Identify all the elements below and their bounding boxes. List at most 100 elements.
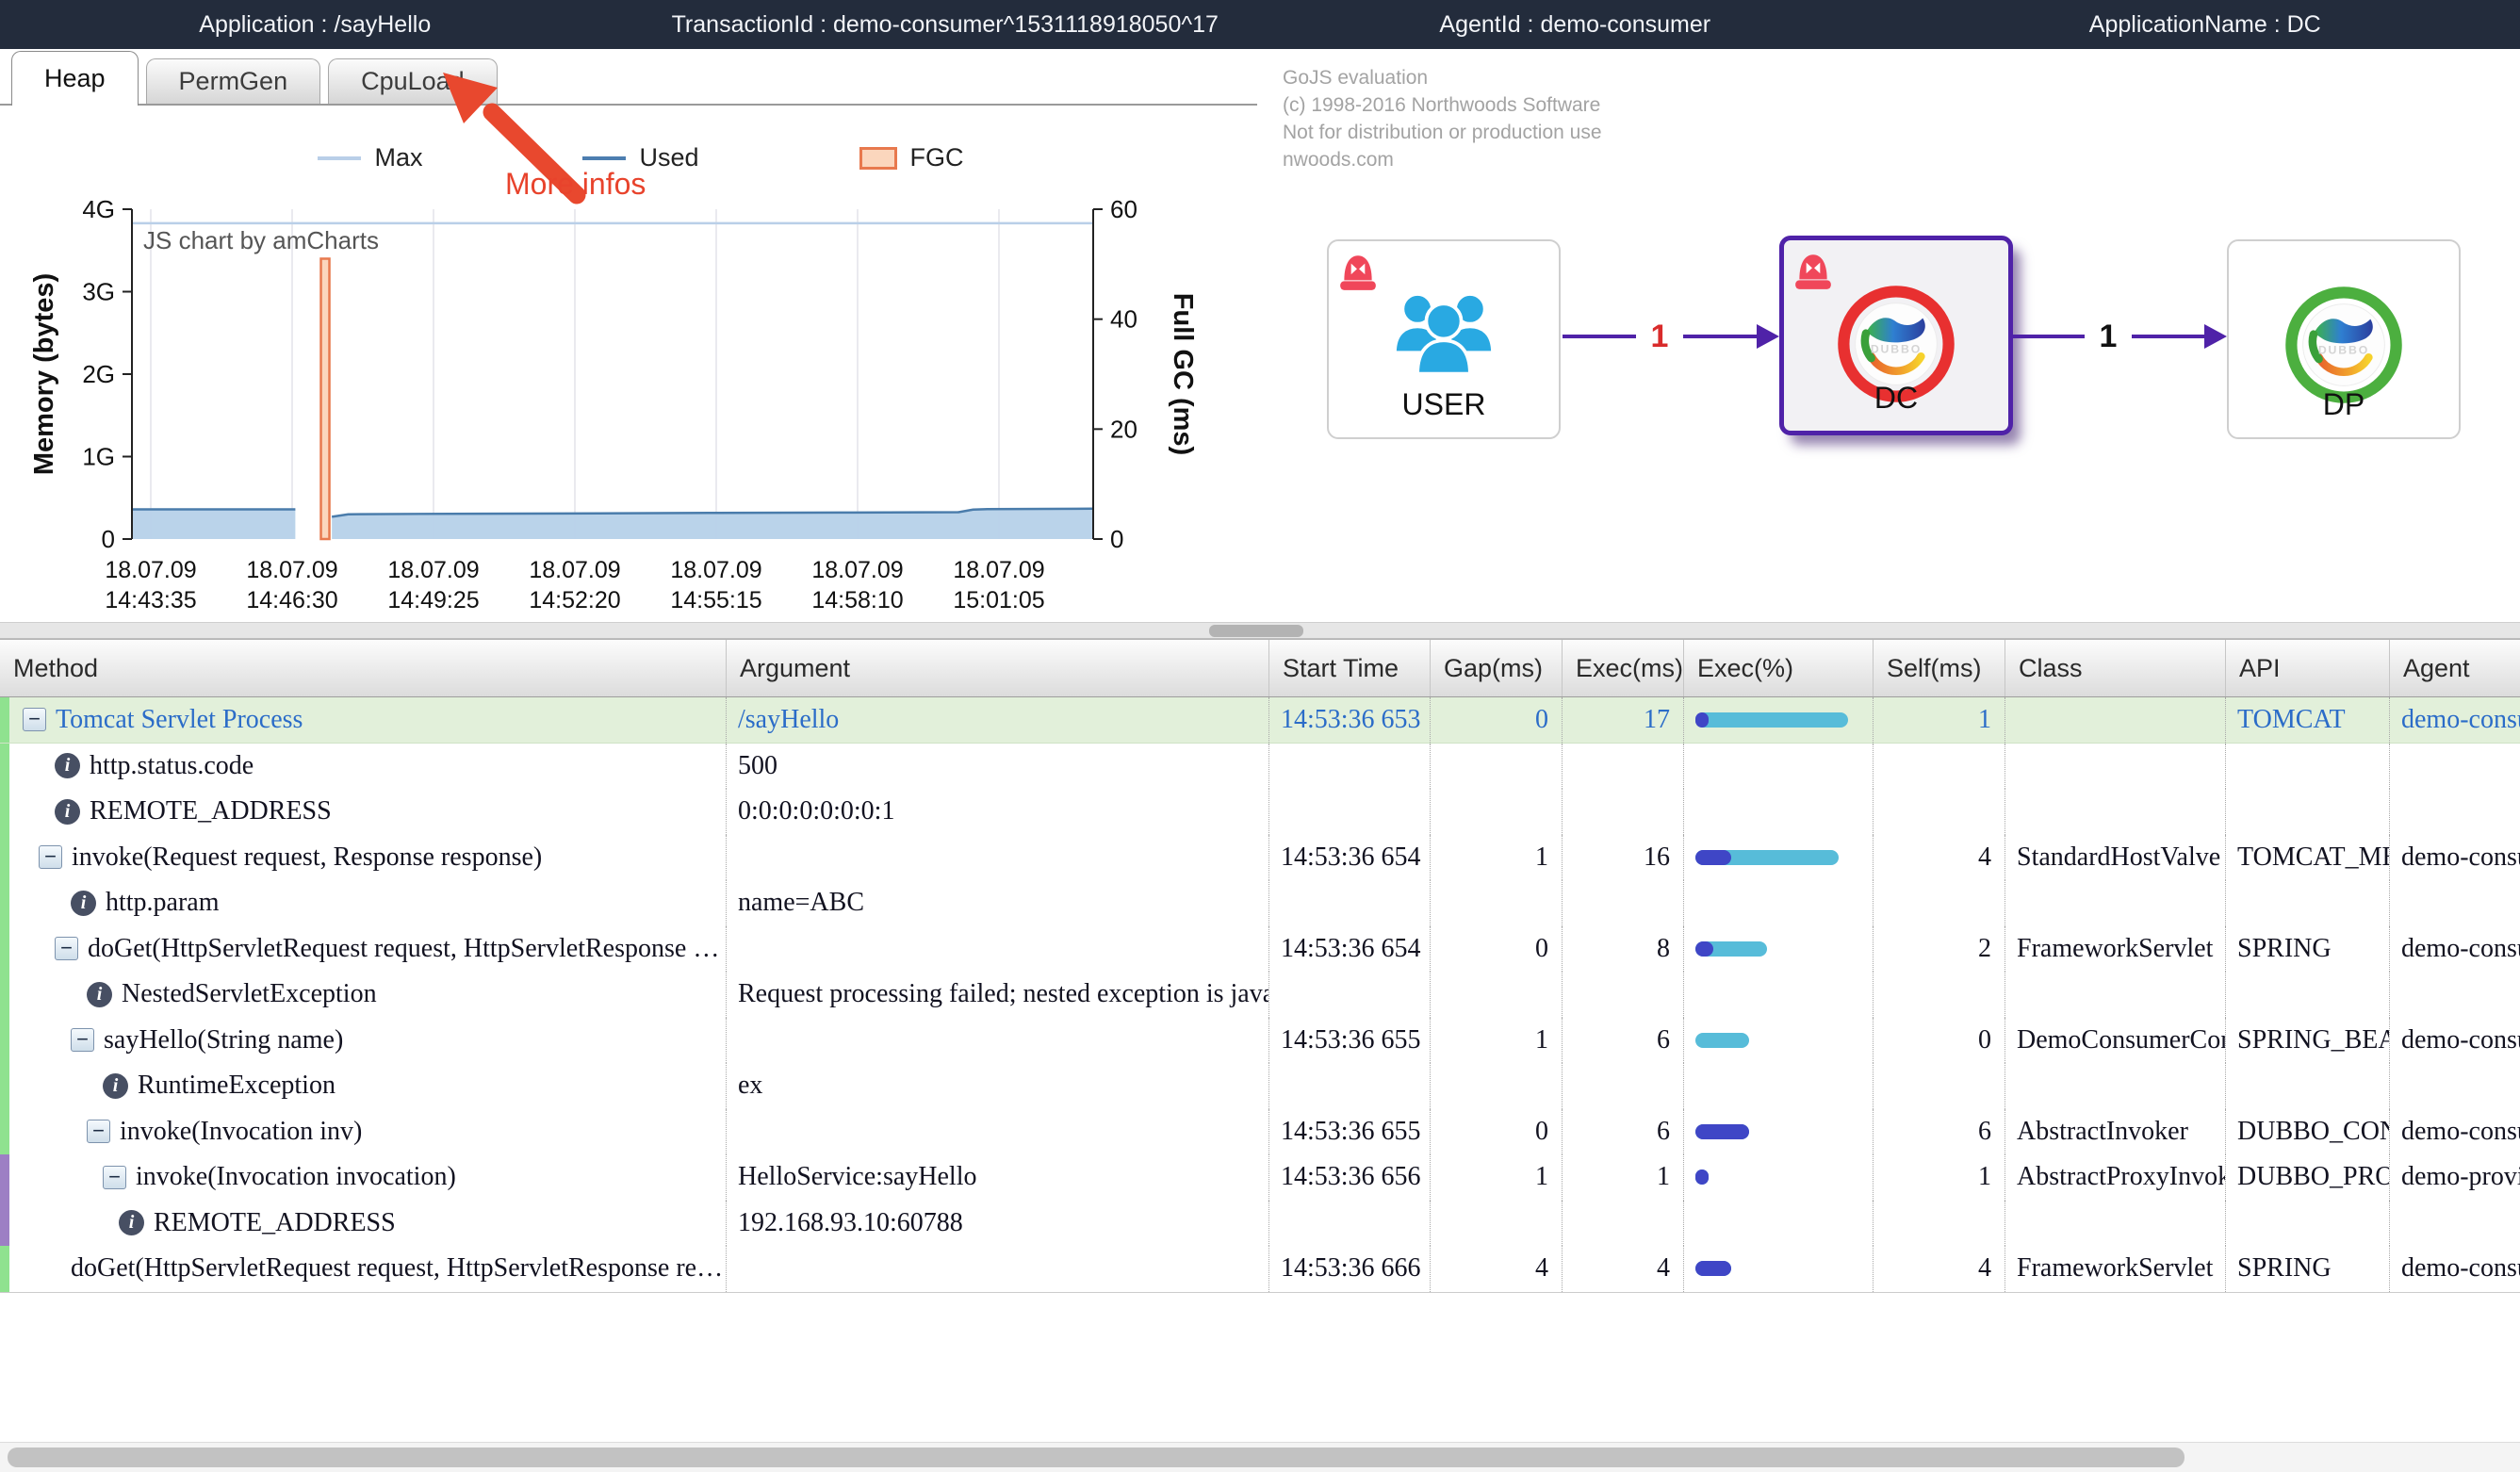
table-row[interactable]: doGet(HttpServletRequest request, HttpSe… (0, 1246, 2520, 1292)
table-row[interactable]: − invoke(Invocation inv) 14:53:36 655 0 6… (0, 1108, 2520, 1154)
column-header-self-ms-[interactable]: Self(ms) (1874, 640, 2005, 696)
exec-bar-total (1695, 711, 1848, 728)
class-cell (2005, 789, 2226, 835)
start-time-cell: 14:53:36 656 (1269, 1154, 1431, 1201)
agent-color-stripe (0, 880, 9, 926)
info-icon: i (55, 753, 80, 779)
column-header-class[interactable]: Class (2005, 640, 2226, 696)
api-cell: SPRING (2226, 1246, 2390, 1292)
table-row[interactable]: − Tomcat Servlet Process /sayHello 14:53:… (0, 697, 2520, 744)
column-header-start-time[interactable]: Start Time (1269, 640, 1431, 696)
column-header-api[interactable]: API (2226, 640, 2390, 696)
tab-heap[interactable]: Heap (11, 51, 139, 106)
info-icon: i (71, 890, 96, 916)
gap-cell (1431, 880, 1563, 926)
info-icon: i (87, 981, 112, 1007)
watermark-line: Not for distribution or production use (1283, 122, 1602, 143)
table-row[interactable]: i REMOTE_ADDRESS 0:0:0:0:0:0:0:1 (0, 789, 2520, 835)
column-header-argument[interactable]: Argument (727, 640, 1269, 696)
start-time-cell (1269, 880, 1431, 926)
exec-bar-total (1695, 1032, 1750, 1048)
users-icon (1393, 292, 1495, 376)
self-cell: 2 (1874, 925, 2005, 972)
api-cell: DUBBO_PRO… (2226, 1154, 2390, 1201)
method-cell: i RuntimeException (0, 1063, 727, 1109)
exec-bar-self (1695, 1123, 1750, 1139)
collapse-icon[interactable]: − (71, 1028, 94, 1053)
exec-percent-cell (1684, 880, 1874, 926)
svg-text:JS chart by amCharts: JS chart by amCharts (143, 226, 379, 254)
table-row[interactable]: i REMOTE_ADDRESS 192.168.93.10:60788 (0, 1200, 2520, 1246)
agent-cell (2390, 1063, 2520, 1109)
exec-percent-cell (1684, 834, 1874, 880)
table-row[interactable]: i http.param name=ABC (0, 880, 2520, 926)
class-cell (2005, 743, 2226, 789)
column-header-gap-ms-[interactable]: Gap(ms) (1431, 640, 1563, 696)
divider-scrollbar-thumb[interactable] (1209, 625, 1303, 637)
exec-percent-cell (1684, 743, 1874, 789)
agent-cell: demo-consumer (2401, 933, 2520, 963)
column-header-agent[interactable]: Agent (2403, 653, 2470, 682)
agent-color-stripe (0, 1246, 9, 1292)
svg-text:18.07.09: 18.07.09 (105, 557, 196, 583)
agent-cell (2390, 789, 2520, 835)
node-label-user: USER (1401, 387, 1486, 421)
collapse-icon[interactable]: − (23, 708, 46, 732)
argument-cell: 0:0:0:0:0:0:0:1 (727, 789, 1269, 835)
svg-text:20: 20 (1110, 415, 1137, 443)
arrowhead-icon (1757, 324, 1780, 349)
svg-text:2G: 2G (82, 360, 115, 388)
agent-cell (2390, 972, 2520, 1018)
svg-text:18.07.09: 18.07.09 (953, 557, 1044, 583)
agent-color-stripe (0, 743, 9, 789)
start-time-cell: 14:53:36 655 (1269, 1108, 1431, 1154)
method-cell: doGet(HttpServletRequest request, HttpSe… (0, 1246, 727, 1292)
self-cell (1874, 743, 2005, 789)
argument-cell (727, 1017, 1269, 1063)
column-header-exec-ms-[interactable]: Exec(ms) (1563, 640, 1684, 696)
collapse-icon[interactable]: − (87, 1120, 110, 1144)
argument-cell: 500 (727, 743, 1269, 789)
collapse-icon[interactable]: − (103, 1165, 126, 1189)
start-time-cell (1269, 1200, 1431, 1246)
table-row[interactable]: i http.status.code 500 (0, 743, 2520, 789)
node-dp[interactable]: DUBBO DP (2227, 239, 2461, 439)
tab-permgen[interactable]: PermGen (145, 58, 321, 104)
table-row[interactable]: − sayHello(String name) 14:53:36 655 1 6 … (0, 1017, 2520, 1063)
table-row[interactable]: i RuntimeException ex (0, 1063, 2520, 1109)
agent-color-stripe (0, 972, 9, 1018)
exec-cell (1563, 1063, 1684, 1109)
table-row[interactable]: − doGet(HttpServletRequest request, HttpS… (0, 925, 2520, 972)
svg-text:4G: 4G (82, 195, 115, 223)
chart-legend: Max Used FGC (57, 143, 1225, 172)
agent-cell: demo-consumer (2401, 1024, 2520, 1055)
table-row[interactable]: i NestedServletException Request processi… (0, 972, 2520, 1018)
collapse-icon[interactable]: − (39, 845, 62, 870)
horizontal-scrollbar-thumb[interactable] (8, 1447, 2185, 1467)
self-cell: 6 (1874, 1108, 2005, 1154)
svg-text:40: 40 (1110, 305, 1137, 334)
node-dc[interactable]: DUBBO DC (1779, 236, 2013, 435)
edge-line (1683, 335, 1758, 338)
column-header-method[interactable]: Method (0, 640, 727, 696)
exec-percent-cell (1684, 1063, 1874, 1109)
api-cell: TOMCAT_ME… (2226, 834, 2390, 880)
server-map-panel: GoJS evaluation (c) 1998-2016 Northwoods… (1260, 49, 2520, 624)
collapse-icon[interactable]: − (55, 937, 78, 961)
used-line-swatch (582, 155, 627, 160)
self-cell (1874, 1200, 2005, 1246)
column-header-exec-[interactable]: Exec(%) (1684, 640, 1874, 696)
class-cell: AbstractInvoker (2005, 1108, 2226, 1154)
table-row[interactable]: − invoke(Invocation invocation) HelloServ… (0, 1154, 2520, 1201)
exec-bar-self (1695, 940, 1714, 957)
node-user[interactable]: USER (1327, 239, 1561, 439)
gap-cell (1431, 1063, 1563, 1109)
alarm-icon (1795, 254, 1831, 289)
svg-text:14:43:35: 14:43:35 (105, 587, 196, 613)
exec-percent-cell (1684, 1154, 1874, 1201)
svg-text:0: 0 (1110, 525, 1123, 553)
method-cell: − Tomcat Servlet Process (0, 697, 727, 743)
info-icon: i (119, 1210, 144, 1236)
table-row[interactable]: − invoke(Request request, Response respon… (0, 834, 2520, 880)
agent-color-stripe (0, 925, 9, 972)
